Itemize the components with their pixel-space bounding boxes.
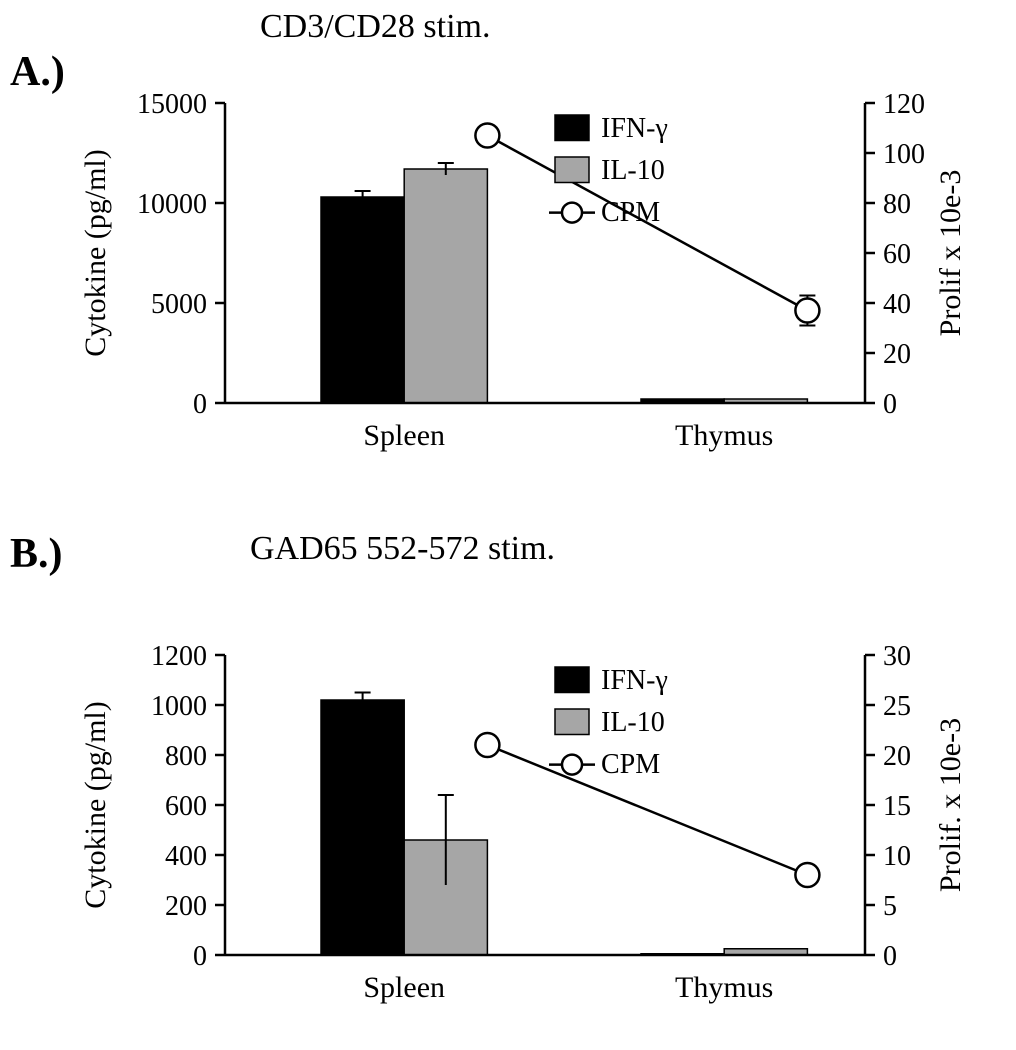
right-tick-label: 80 bbox=[883, 189, 911, 220]
right-tick-label: 120 bbox=[883, 89, 925, 120]
panel-B: GAD65 552-572 stim. SpleenThymus02004006… bbox=[60, 530, 990, 1010]
right-tick-label: 30 bbox=[883, 641, 911, 672]
category-label: Thymus bbox=[675, 419, 773, 452]
legend-label-ifng: IFN-γ bbox=[601, 665, 668, 696]
right-tick-label: 100 bbox=[883, 139, 925, 170]
super-title: CD3/CD28 stim. bbox=[260, 8, 490, 46]
right-tick-label: 40 bbox=[883, 289, 911, 320]
left-tick-label: 800 bbox=[165, 741, 207, 772]
panel-A-chart: Spleen Thymus 0 5000 10000 15000 0 20 40 60 80 100 1… bbox=[60, 48, 990, 483]
cpm-marker bbox=[475, 124, 499, 148]
left-tick-label: 600 bbox=[165, 791, 207, 822]
right-tick-label: 0 bbox=[883, 389, 897, 420]
cpm-marker bbox=[475, 733, 499, 757]
right-tick-label: 20 bbox=[883, 339, 911, 370]
bar-ifng bbox=[321, 700, 404, 955]
right-axis-title: Prolif x 10e-3 bbox=[934, 170, 967, 337]
legend-swatch-ifng bbox=[555, 667, 589, 693]
right-tick-label: 10 bbox=[883, 841, 911, 872]
figure-page: CD3/CD28 stim. A.) SpleenThymus050001000… bbox=[0, 0, 1016, 1050]
legend-label-cpm: CPM bbox=[601, 749, 660, 780]
panel-B-chart: Spleen Thymus 0 200 400 600 800 1000 1200 0 5 10 15 2… bbox=[60, 560, 990, 1025]
right-tick-label: 15 bbox=[883, 791, 911, 822]
left-tick-label: 5000 bbox=[151, 289, 207, 320]
bar-il10 bbox=[404, 169, 487, 403]
panel-A-svg: Spleen Thymus 0 5000 10000 15000 0 20 40 60 80 100 1… bbox=[60, 48, 980, 478]
left-tick-label: 0 bbox=[193, 389, 207, 420]
right-tick-label: 0 bbox=[883, 941, 897, 972]
left-tick-label: 10000 bbox=[137, 189, 207, 220]
left-tick-label: 1200 bbox=[151, 641, 207, 672]
right-tick-label: 5 bbox=[883, 891, 897, 922]
right-tick-label: 20 bbox=[883, 741, 911, 772]
left-tick-label: 15000 bbox=[137, 89, 207, 120]
right-axis-title: Prolif. x 10e-3 bbox=[934, 718, 967, 892]
legend-swatch-il10 bbox=[555, 157, 589, 183]
right-tick-label: 25 bbox=[883, 691, 911, 722]
left-tick-label: 400 bbox=[165, 841, 207, 872]
left-tick-label: 1000 bbox=[151, 691, 207, 722]
cpm-marker bbox=[795, 299, 819, 323]
cpm-marker bbox=[795, 863, 819, 887]
category-label: Spleen bbox=[363, 419, 445, 452]
panel-A-label: A.) bbox=[10, 48, 65, 96]
category-label: Spleen bbox=[363, 971, 445, 1004]
legend-label-il10: IL-10 bbox=[601, 155, 665, 186]
legend-swatch-il10 bbox=[555, 709, 589, 735]
legend-swatch-ifng bbox=[555, 115, 589, 141]
bar-ifng bbox=[321, 197, 404, 403]
left-tick-label: 200 bbox=[165, 891, 207, 922]
panel-A: Spleen Thymus 0 5000 10000 15000 0 20 40 60 80 100 1… bbox=[60, 48, 990, 478]
legend-label-il10: IL-10 bbox=[601, 707, 665, 738]
legend-marker-cpm bbox=[562, 755, 582, 775]
panel-B-label: B.) bbox=[10, 530, 63, 578]
legend-label-ifng: IFN-γ bbox=[601, 113, 668, 144]
left-tick-label: 0 bbox=[193, 941, 207, 972]
left-axis-title: Cytokine (pg/ml) bbox=[79, 149, 112, 356]
panel-B-svg: Spleen Thymus 0 200 400 600 800 1000 1200 0 5 10 15 2… bbox=[60, 560, 980, 1020]
category-label: Thymus bbox=[675, 971, 773, 1004]
right-tick-label: 60 bbox=[883, 239, 911, 270]
legend-marker-cpm bbox=[562, 203, 582, 223]
left-axis-title: Cytokine (pg/ml) bbox=[79, 701, 112, 908]
legend-label-cpm: CPM bbox=[601, 197, 660, 228]
